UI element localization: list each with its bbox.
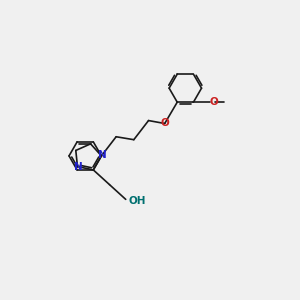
Text: N: N [74, 162, 82, 172]
Text: O: O [210, 97, 219, 107]
Text: N: N [98, 150, 106, 160]
Text: OH: OH [128, 196, 146, 206]
Text: O: O [160, 118, 169, 128]
